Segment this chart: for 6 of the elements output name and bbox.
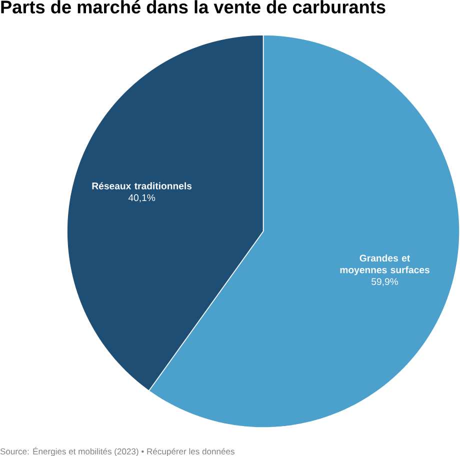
data-label: 40,1% bbox=[128, 194, 156, 202]
source-note: Source: Énergies et mobilités (2023) • Récupérer les données bbox=[0, 446, 234, 456]
data-label: 59,9% bbox=[372, 278, 398, 286]
slice-label: Réseaux traditionnels bbox=[92, 182, 192, 190]
chart-title: Parts de marché dans la vente de carburants bbox=[1, 0, 386, 14]
slice-label: Grandes et moyennes surfaces bbox=[340, 254, 430, 276]
